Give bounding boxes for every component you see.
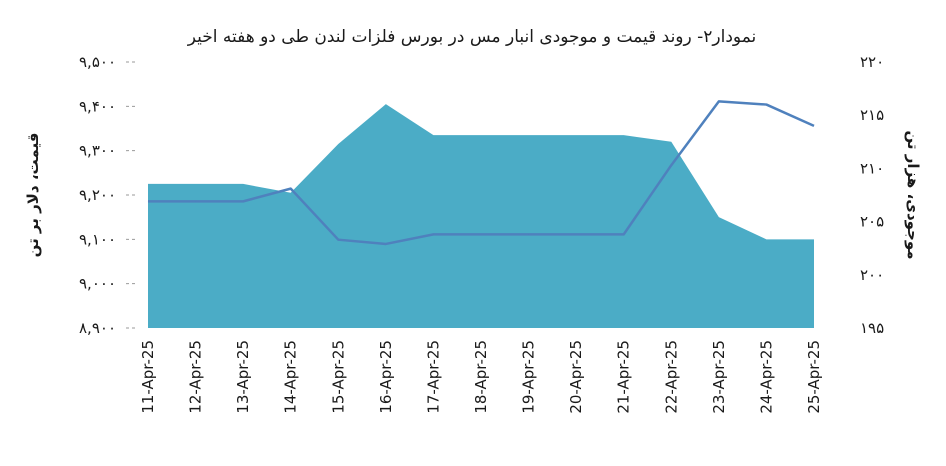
x-tick-label: 19-Apr-25	[520, 340, 538, 414]
right-tick-label: ۲۱۰	[860, 159, 884, 177]
x-tick-label: 14-Apr-25	[282, 340, 300, 414]
y-axis-left-title: قیمت، دلار بر تن	[24, 133, 42, 258]
inventory-area	[148, 104, 814, 328]
right-tick-label: ۲۰۵	[860, 213, 884, 231]
left-tick-label: ۹,۱۰۰	[79, 230, 116, 248]
area-layer	[148, 104, 814, 328]
left-tick-label: ۹,۰۰۰	[79, 275, 116, 293]
chart-title: نمودار۲- روند قیمت و موجودی انبار مس در …	[187, 27, 757, 47]
left-tick-label: ۹,۳۰۰	[79, 142, 116, 160]
right-tick-label: ۲۱۵	[860, 106, 884, 124]
x-tick-label: 23-Apr-25	[710, 340, 728, 414]
right-tick-label: ۲۲۰	[860, 53, 884, 71]
left-axis-ticks: ۸,۹۰۰ ۹,۰۰۰ ۹,۱۰۰ ۹,۲۰۰ ۹,۳۰۰ ۹,۴۰۰ ۹,۵۰۰	[79, 53, 116, 337]
x-tick-label: 11-Apr-25	[139, 340, 157, 414]
x-tick-label: 18-Apr-25	[472, 340, 490, 414]
y-axis-right-title: موجودی، هزار تن	[904, 130, 922, 259]
right-tick-label: ۱۹۵	[860, 319, 884, 337]
x-tick-label: 22-Apr-25	[662, 340, 680, 414]
x-tick-label: 21-Apr-25	[615, 340, 633, 414]
x-tick-label: 24-Apr-25	[757, 340, 775, 414]
x-tick-label: 25-Apr-25	[805, 340, 823, 414]
x-tick-label: 17-Apr-25	[424, 340, 442, 414]
left-tick-label: ۸,۹۰۰	[79, 319, 116, 337]
x-tick-label: 15-Apr-25	[329, 340, 347, 414]
right-axis-ticks: ۱۹۵ ۲۰۰ ۲۰۵ ۲۱۰ ۲۱۵ ۲۲۰	[860, 53, 884, 337]
x-tick-label: 12-Apr-25	[187, 340, 205, 414]
left-tick-label: ۹,۲۰۰	[79, 186, 116, 204]
right-tick-label: ۲۰۰	[860, 266, 884, 284]
x-tick-label: 13-Apr-25	[234, 340, 252, 414]
x-tick-label: 20-Apr-25	[567, 340, 585, 414]
left-tick-label: ۹,۴۰۰	[79, 97, 116, 115]
left-tick-label: ۹,۵۰۰	[79, 53, 116, 71]
x-axis-ticks: 11-Apr-25 12-Apr-25 13-Apr-25 14-Apr-25 15-A…	[139, 340, 823, 414]
grid-layer	[126, 62, 138, 328]
x-tick-label: 16-Apr-25	[377, 340, 395, 414]
